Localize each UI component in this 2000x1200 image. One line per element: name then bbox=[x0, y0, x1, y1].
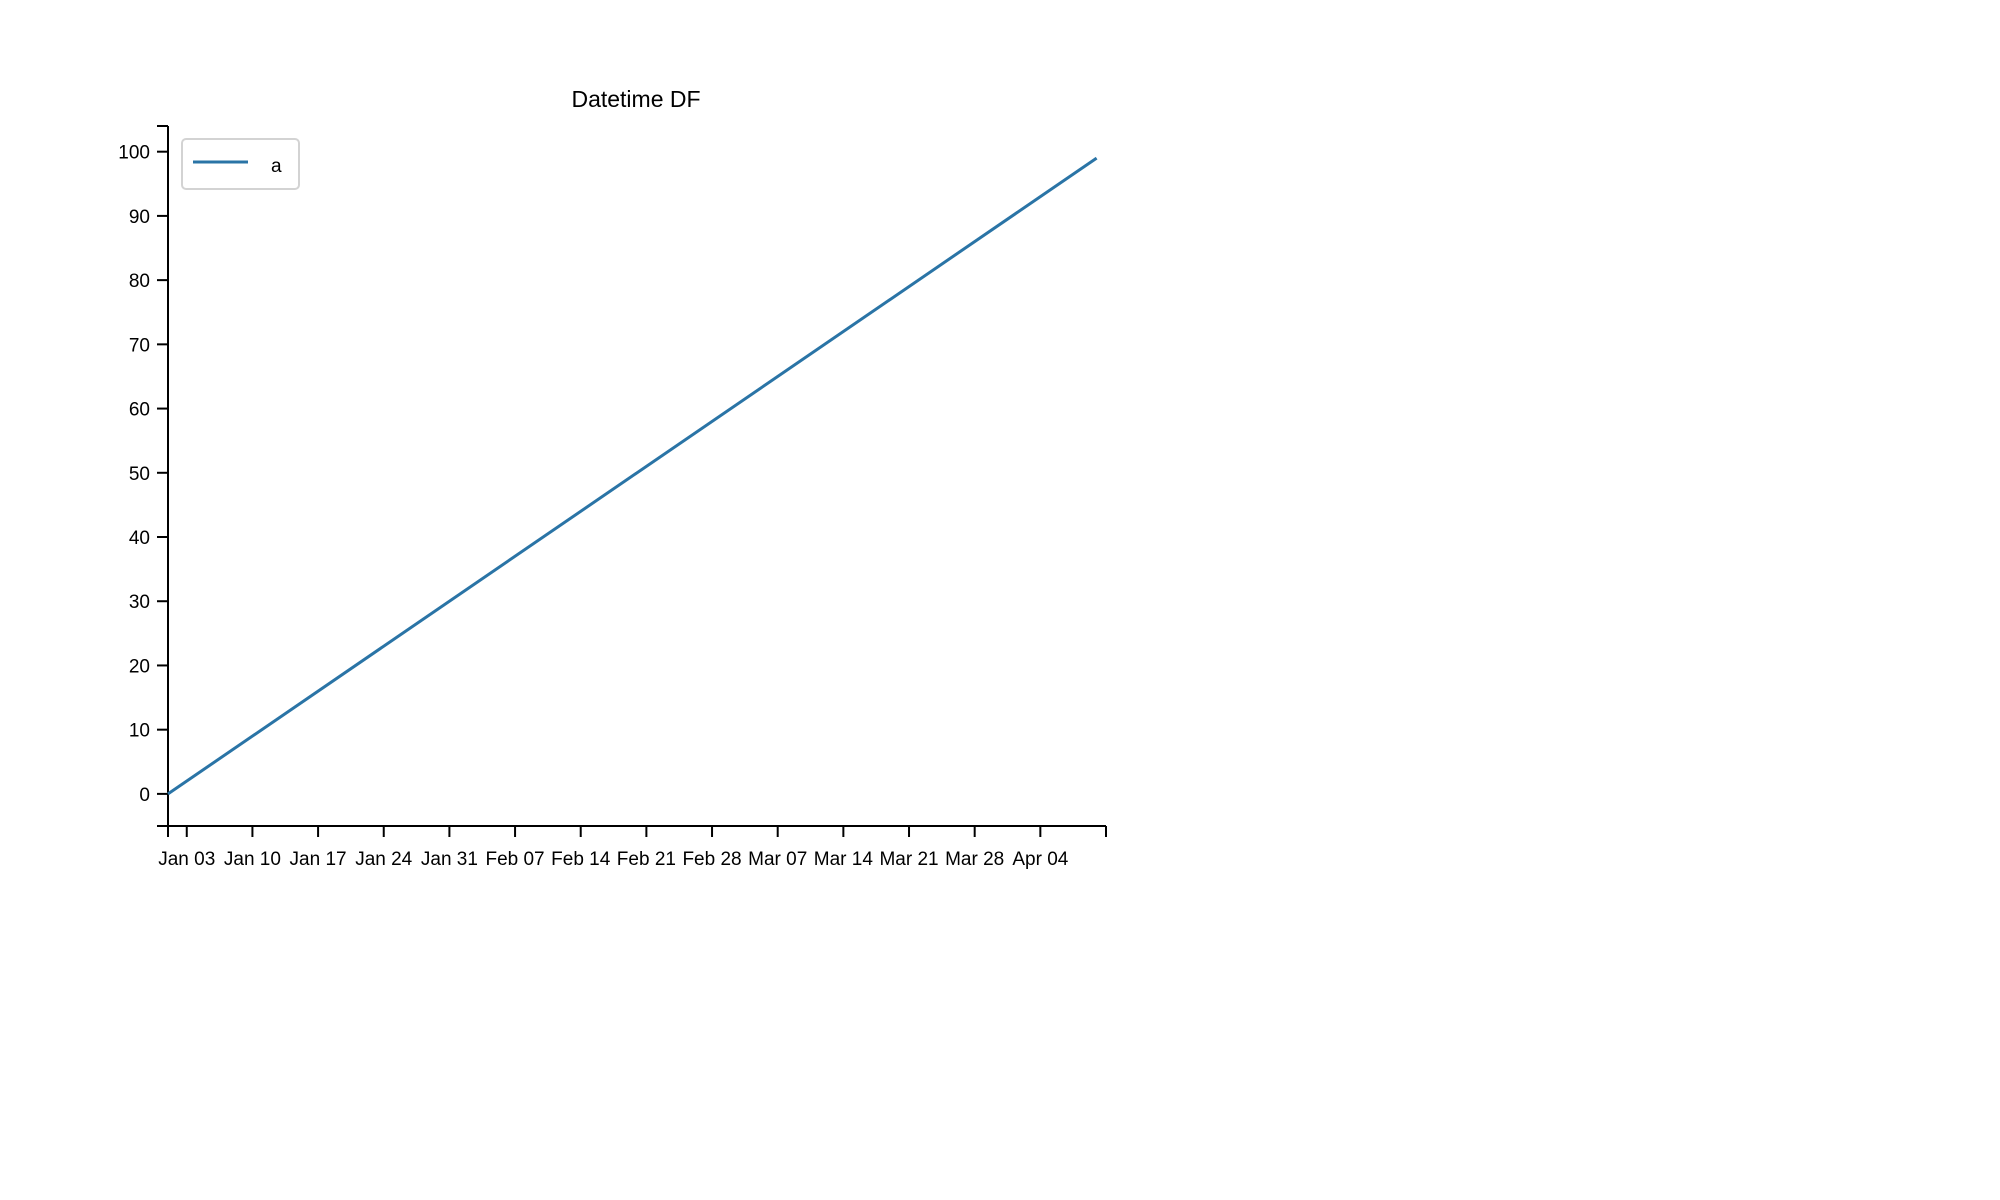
y-tick-label: 50 bbox=[129, 464, 150, 485]
axes: 0 10 20 30 40 50 60 70 80 90 100 Jan 03 Jan 10 Jan 17… bbox=[118, 125, 1107, 870]
x-tick-label: Mar 07 bbox=[748, 849, 807, 870]
series-layer bbox=[167, 156, 1098, 796]
y-tick-label: 70 bbox=[129, 335, 150, 356]
x-tick-label: Jan 24 bbox=[355, 849, 412, 870]
x-tick-label: Feb 21 bbox=[617, 849, 676, 870]
chart-title: Datetime DF bbox=[571, 86, 700, 112]
x-tick-label: Mar 21 bbox=[879, 849, 938, 870]
legend-label-a: a bbox=[271, 156, 282, 177]
y-tick-label: 30 bbox=[129, 592, 150, 613]
y-tick-label: 10 bbox=[129, 721, 150, 742]
y-tick-label: 90 bbox=[129, 207, 150, 228]
y-tick-label: 0 bbox=[139, 785, 150, 806]
series-line-a bbox=[167, 156, 1098, 796]
x-tick-label: Mar 28 bbox=[945, 849, 1004, 870]
y-tick-label: 60 bbox=[129, 400, 150, 421]
x-tick-label: Feb 28 bbox=[682, 849, 741, 870]
x-tick-label: Feb 14 bbox=[551, 849, 611, 870]
legend: a bbox=[181, 138, 300, 190]
legend-frame bbox=[181, 138, 300, 190]
y-tick-label: 40 bbox=[129, 528, 150, 549]
x-tick-label: Jan 10 bbox=[224, 849, 281, 870]
y-tick-label: 80 bbox=[129, 271, 150, 292]
x-tick-label: Mar 14 bbox=[814, 849, 874, 870]
y-tick-label: 100 bbox=[118, 143, 150, 164]
x-tick-label: Feb 07 bbox=[485, 849, 544, 870]
x-tick-label: Apr 04 bbox=[1012, 849, 1068, 870]
x-tick-label: Jan 31 bbox=[421, 849, 478, 870]
x-tick-label: Jan 03 bbox=[158, 849, 215, 870]
y-tick-label: 20 bbox=[129, 656, 150, 677]
x-tick-label: Jan 17 bbox=[290, 849, 347, 870]
